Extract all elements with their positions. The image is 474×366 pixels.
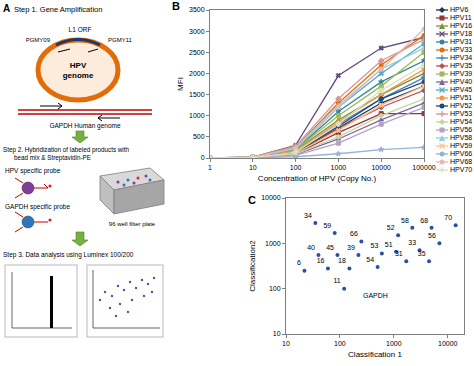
html-text:HPV52: HPV52 [450,102,473,109]
svg-text:Step 2. Hybridization of label: Step 2. Hybridization of labeled product… [3,146,130,154]
svg-text:GAPDH: GAPDH [363,292,388,299]
html-text:HPV53: HPV53 [450,110,473,117]
svg-text:52: 52 [387,224,395,231]
svg-text:66: 66 [350,230,358,237]
html-text:HPV31: HPV31 [450,38,473,45]
html-text:HPV18: HPV18 [450,30,473,37]
html-text:HPV33: HPV33 [450,46,473,53]
svg-text:10: 10 [282,340,290,347]
svg-text:40: 40 [307,244,315,251]
svg-text:bead mix & Streptavidin-PE: bead mix & Streptavidin-PE [14,154,91,162]
svg-text:18: 18 [338,257,346,264]
html-text:HPV70: HPV70 [450,166,473,173]
svg-text:2000: 2000 [189,70,205,77]
html-text:HPV11: HPV11 [450,14,472,21]
svg-text:33: 33 [408,239,416,246]
svg-text:100: 100 [290,164,302,171]
svg-text:A: A [3,3,10,14]
svg-text:100000: 100000 [412,164,435,171]
svg-text:GAPDH specific probe: GAPDH specific probe [5,203,70,211]
html-text:HPV68: HPV68 [450,158,473,165]
svg-text:100: 100 [269,285,281,292]
svg-text:1000: 1000 [386,340,402,347]
svg-text:100: 100 [334,340,346,347]
html-text:C: C [248,194,256,206]
svg-text:34: 34 [304,212,312,219]
svg-text:56: 56 [428,232,436,239]
svg-text:59: 59 [323,222,331,229]
html-text:B: B [172,0,180,12]
svg-text:45: 45 [326,244,334,251]
html-text:HPV34: HPV34 [450,54,473,61]
svg-text:1000: 1000 [189,112,205,119]
svg-text:10: 10 [273,330,281,337]
svg-text:3500: 3500 [189,6,205,13]
svg-text:genome: genome [63,71,94,80]
html-text:HPV45: HPV45 [450,86,473,93]
svg-text:MFI: MFI [176,77,185,91]
svg-text:500: 500 [193,133,205,140]
svg-text:35: 35 [418,250,426,257]
svg-text:1000: 1000 [331,164,347,171]
svg-text:1: 1 [208,164,212,171]
html-text:HPV66: HPV66 [450,150,473,157]
html-text:HPV54: HPV54 [450,118,473,125]
svg-text:10000: 10000 [261,194,281,201]
html-text:HPV51: HPV51 [450,94,473,101]
html-text:HPV16: HPV16 [450,22,473,29]
html-text:HPV59: HPV59 [450,142,473,149]
svg-text:6: 6 [297,259,301,266]
svg-text:39: 39 [347,244,355,251]
svg-text:54: 54 [366,256,374,263]
html-text:HPV6: HPV6 [450,6,469,13]
svg-text:70: 70 [444,214,452,221]
svg-text:31: 31 [395,250,403,257]
html-text:HPV56: HPV56 [450,126,473,133]
svg-text:53: 53 [371,242,379,249]
svg-text:2500: 2500 [189,49,205,56]
svg-text:HPV specific probe: HPV specific probe [5,167,61,175]
svg-text:11: 11 [333,277,340,284]
html-text:HPV35: HPV35 [450,62,473,69]
svg-text:68: 68 [420,217,428,224]
svg-text:Step 3. Data analysis using Lu: Step 3. Data analysis using Luminex 100/… [3,251,134,259]
svg-text:HPV: HPV [70,61,87,70]
svg-text:PGMY11: PGMY11 [108,37,133,43]
svg-text:10000: 10000 [438,340,458,347]
svg-text:L1 ORF: L1 ORF [69,26,92,33]
svg-text:Classification2: Classification2 [248,240,257,292]
svg-text:0: 0 [201,154,205,161]
svg-text:10: 10 [249,164,257,171]
svg-text:Concentration of HPV (Copy No.: Concentration of HPV (Copy No.) [258,174,377,183]
svg-text:Classification 1: Classification 1 [348,350,402,359]
html-text:HPV58: HPV58 [450,134,473,141]
svg-text:GAPDH Human genome: GAPDH Human genome [49,122,121,130]
svg-text:51: 51 [385,241,393,248]
html-text:HPV40: HPV40 [450,78,473,85]
svg-text:16: 16 [317,257,325,264]
svg-text:PGMY09: PGMY09 [26,37,51,43]
svg-text:1000: 1000 [265,240,281,247]
html-text:HPV39: HPV39 [450,70,473,77]
svg-text:Step 1. Gene Amplification: Step 1. Gene Amplification [14,5,102,14]
svg-text:10000: 10000 [371,164,391,171]
svg-text:1500: 1500 [189,91,205,98]
svg-text:58: 58 [401,217,409,224]
svg-text:96 well filter plate: 96 well filter plate [109,221,156,227]
svg-text:3000: 3000 [189,28,205,35]
